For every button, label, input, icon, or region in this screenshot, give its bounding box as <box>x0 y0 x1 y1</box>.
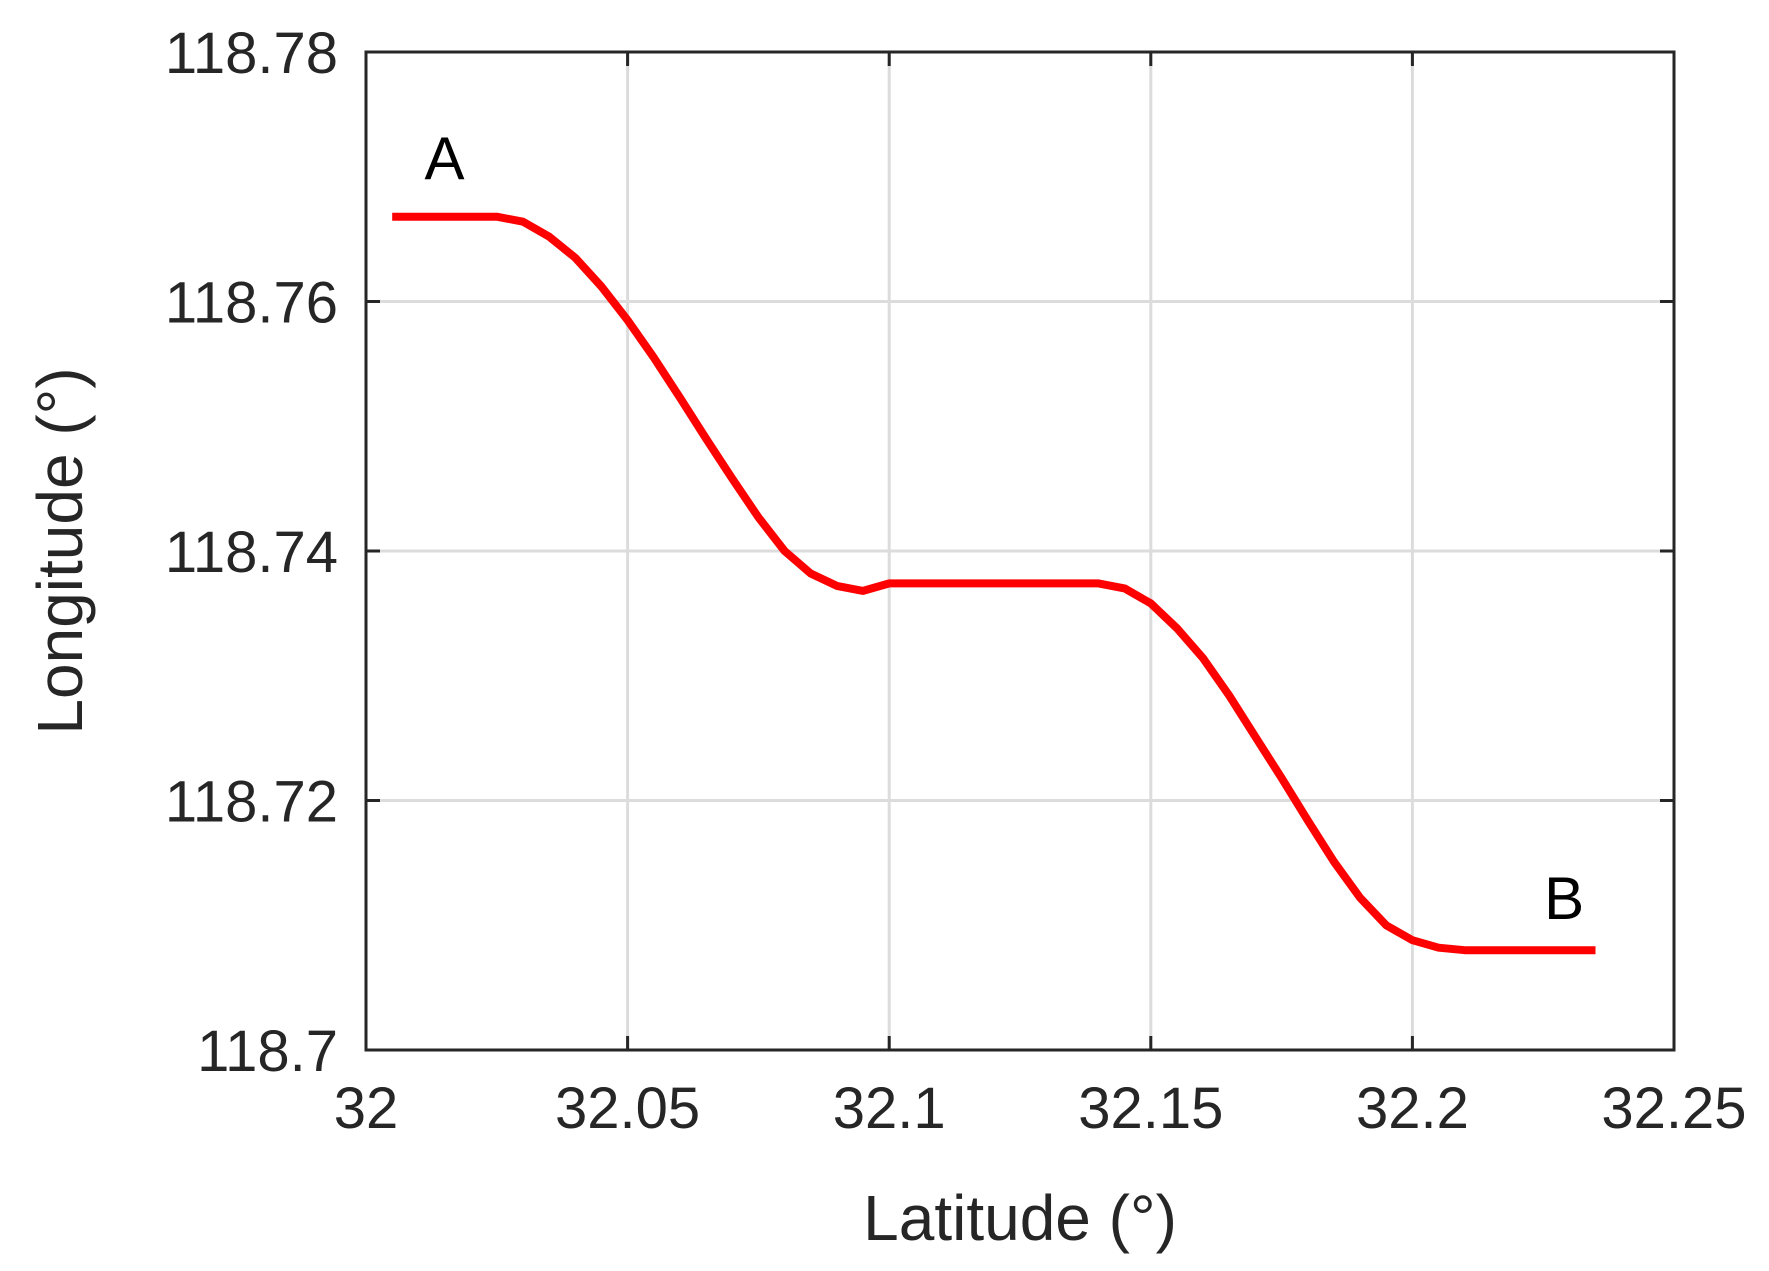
point-annotations: AB <box>424 125 1584 932</box>
y-axis-tick-labels: 118.7 118.72 118.74 118.76 118.78 <box>165 21 338 1084</box>
x-tick-label: 32.1 <box>833 1076 946 1141</box>
y-tick-label: 118.74 <box>165 520 338 585</box>
annotation-label-b: B <box>1544 865 1584 932</box>
tick-marks <box>364 50 1676 1052</box>
y-tick-label: 118.76 <box>165 271 338 336</box>
x-tick-label: 32.05 <box>555 1076 700 1141</box>
x-axis-tick-labels: 32 32.05 32.1 32.15 32.2 32.25 <box>334 1076 1747 1141</box>
x-tick-label: 32 <box>334 1076 399 1141</box>
x-axis-title: Latitude (°) <box>863 1182 1177 1254</box>
x-tick-label: 32.15 <box>1078 1076 1223 1141</box>
grid-lines <box>366 52 1674 1050</box>
y-tick-label: 118.78 <box>165 21 338 86</box>
x-tick-label: 32.2 <box>1356 1076 1469 1141</box>
x-tick-label: 32.25 <box>1601 1076 1746 1141</box>
y-tick-label: 118.72 <box>165 770 338 835</box>
y-axis-title: Longitude (°) <box>24 367 96 734</box>
annotation-label-a: A <box>424 125 464 192</box>
y-tick-label: 118.7 <box>197 1019 338 1084</box>
data-series <box>392 212 1596 955</box>
series-line-0 <box>392 212 1596 955</box>
